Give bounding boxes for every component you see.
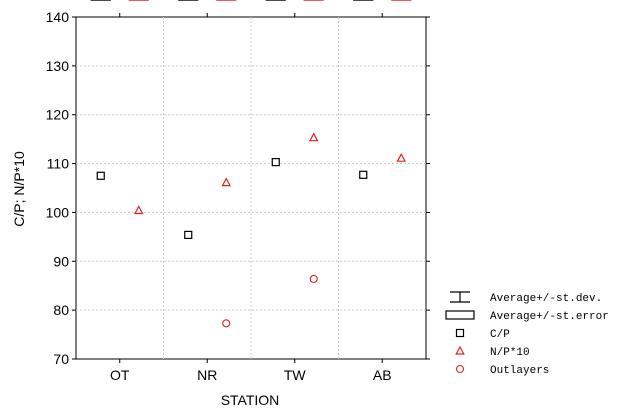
box-group-ab (353, 0, 374, 179)
legend-label: Average+/-st.dev. (490, 293, 602, 305)
y-axis-title: C/P; N/P*10 (11, 151, 27, 227)
box-group-ab (391, 0, 412, 162)
plot-frame (75, 16, 427, 360)
box-group-ot (128, 0, 149, 215)
data-marks (90, 0, 412, 328)
mean-marker (359, 170, 368, 179)
legend-item: Outlayers (455, 364, 549, 377)
plot-area (75, 16, 427, 360)
legend-item: N/P*10 (455, 345, 530, 359)
x-tick-label: AB (373, 367, 392, 383)
x-tick-label: TW (284, 367, 307, 383)
y-tick-label: 80 (53, 302, 69, 318)
mean-marker (396, 152, 407, 162)
mean-marker (271, 158, 280, 167)
mean-marker (133, 205, 144, 215)
y-tick-label: 100 (46, 204, 70, 220)
legend-label: Average+/-st.error (490, 311, 609, 323)
legend-box-icon (445, 310, 475, 320)
y-tick-label: 90 (53, 253, 69, 269)
x-axis: OT NR TW AB (110, 13, 392, 383)
x-tick-label: OT (110, 367, 130, 383)
gridlines (76, 17, 426, 359)
y-tick-label: 110 (47, 156, 70, 172)
legend-item: Average+/-st.dev. (450, 291, 602, 305)
mean-marker (308, 132, 319, 142)
y-tick-label: 140 (46, 9, 70, 25)
legend: Average+/-st.dev. Average+/-st.error C/P N/… (445, 291, 609, 377)
outlier-point (222, 319, 231, 328)
mean-marker (96, 171, 105, 180)
mean-marker (184, 230, 193, 240)
mean-marker (221, 177, 232, 187)
legend-marker-icon (455, 328, 465, 338)
legend-marker-icon (455, 345, 465, 355)
box-group-tw (265, 0, 286, 167)
box-group-nr (178, 0, 199, 240)
x-tick-label: NR (197, 367, 217, 383)
legend-label: C/P (490, 329, 510, 341)
legend-item: Average+/-st.error (445, 310, 609, 323)
y-tick-label: 70 (53, 351, 69, 367)
y-tick-label: 130 (46, 58, 70, 74)
x-axis-title: STATION (221, 392, 280, 408)
outlier-point (309, 274, 318, 283)
legend-label: Outlayers (490, 365, 549, 377)
legend-label: N/P*10 (490, 347, 530, 359)
y-tick-label: 120 (46, 107, 70, 123)
legend-item: C/P (455, 328, 510, 341)
y-axis: 70 80 90 100 110 120 130 140 (46, 9, 430, 367)
box-group-ot (90, 0, 111, 180)
box-group-tw (303, 0, 324, 283)
box-group-nr (216, 0, 237, 328)
legend-marker-icon (455, 364, 465, 374)
